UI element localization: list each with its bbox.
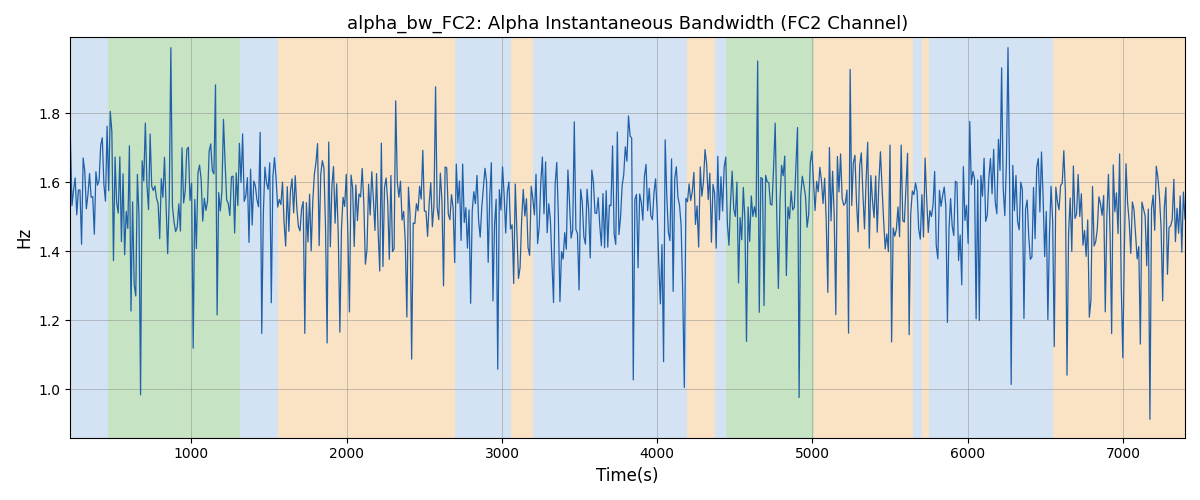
Title: alpha_bw_FC2: Alpha Instantaneous Bandwidth (FC2 Channel): alpha_bw_FC2: Alpha Instantaneous Bandwi…	[347, 15, 908, 34]
Bar	[533, 38, 686, 438]
Y-axis label: Hz: Hz	[14, 227, 32, 248]
Bar	[1054, 38, 1186, 438]
Bar	[686, 38, 715, 438]
Bar	[240, 38, 278, 438]
Bar	[929, 38, 1054, 438]
Bar	[71, 38, 108, 438]
Bar	[108, 38, 240, 438]
Bar	[715, 38, 726, 438]
Bar	[455, 38, 511, 438]
X-axis label: Time(s): Time(s)	[596, 467, 659, 485]
Bar	[922, 38, 929, 438]
Bar	[511, 38, 533, 438]
Bar	[913, 38, 922, 438]
Bar	[726, 38, 814, 438]
Bar	[278, 38, 455, 438]
Bar	[814, 38, 913, 438]
